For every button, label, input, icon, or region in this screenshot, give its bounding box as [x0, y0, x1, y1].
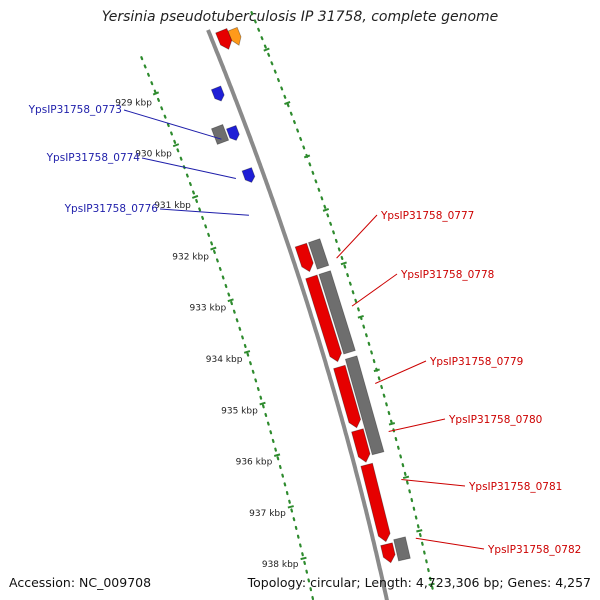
other-feature-outer-arrow: [318, 270, 356, 355]
reverse-gene-arrow: [215, 27, 233, 50]
forward-gene-arrow: [210, 85, 225, 102]
scale-tick-label: 933 kbp: [189, 304, 226, 314]
inner-major-tick: [300, 556, 307, 561]
other-feature-outer-arrow: [393, 536, 411, 562]
inner-major-tick: [210, 246, 217, 251]
forward-gene-label: YpsIP31758_0773: [28, 104, 122, 116]
reverse-gene-label: YpsIP31758_0782: [487, 544, 581, 556]
forward-gene-leader-line: [141, 157, 237, 180]
outer-major-tick: [340, 261, 347, 266]
inner-dotted-track: [140, 56, 315, 600]
scale-tick-label: 929 kbp: [115, 98, 152, 108]
inner-major-tick: [287, 505, 294, 509]
reverse-gene-label: YpsIP31758_0778: [400, 269, 494, 281]
outer-dotted-track: [250, 11, 435, 597]
genome-backbone: [206, 29, 389, 600]
genome-title: Yersinia pseudotuberculosis IP 31758, co…: [101, 9, 499, 25]
reverse-gene-leader-line: [401, 479, 466, 487]
reverse-gene-arrow: [351, 428, 371, 463]
reverse-gene-arrow: [380, 542, 396, 564]
other-feature-outer-arrow: [344, 355, 385, 456]
scale-tick-label: 930 kbp: [135, 150, 172, 160]
forward-gene-leader-line: [159, 208, 249, 216]
forward-gene-arrow: [225, 124, 240, 141]
outer-major-tick: [416, 529, 423, 533]
scale-tick-label: 932 kbp: [172, 252, 209, 262]
scale-tick-label: 931 kbp: [154, 201, 191, 211]
scale-tick-label: 937 kbp: [249, 509, 286, 519]
outer-major-tick: [263, 47, 270, 52]
accession-text: Accession: NC_009708: [9, 575, 152, 590]
reverse-gene-arrow: [360, 462, 391, 543]
outer-major-tick: [402, 475, 410, 480]
reverse-gene-label: YpsIP31758_0780: [448, 414, 542, 426]
highlight-feature-arrow: [227, 26, 242, 46]
forward-gene-label: YpsIP31758_0774: [46, 152, 141, 164]
reverse-gene-leader-line: [351, 273, 398, 307]
inner-major-tick: [273, 453, 281, 457]
forward-gene-arrow: [241, 167, 256, 183]
outer-major-tick: [373, 368, 380, 373]
reverse-gene-arrow: [305, 274, 342, 363]
topology-text: Topology: circular; Length: 4,723,306 bp…: [247, 575, 591, 590]
other-feature-inner-arrow: [210, 123, 230, 145]
reverse-gene-arrow: [294, 242, 314, 273]
reverse-gene-leader-line: [336, 214, 378, 259]
other-feature-outer-arrow: [307, 238, 330, 270]
forward-gene-leader-line: [123, 109, 222, 140]
outer-major-tick: [388, 422, 396, 426]
inner-major-tick: [243, 350, 251, 354]
inner-major-tick: [191, 194, 199, 199]
outer-major-tick: [357, 314, 364, 319]
inner-major-tick: [152, 91, 160, 96]
scale-tick-label: 936 kbp: [236, 458, 273, 468]
inner-major-tick: [227, 298, 234, 303]
outer-major-tick: [284, 101, 291, 106]
scale-tick-label: 938 kbp: [262, 560, 299, 570]
reverse-gene-leader-line: [415, 537, 485, 550]
inner-major-tick: [259, 401, 266, 406]
reverse-gene-label: YpsIP31758_0779: [429, 356, 523, 368]
outer-major-tick: [322, 207, 330, 212]
reverse-gene-leader-line: [388, 418, 446, 432]
scale-tick-label: 934 kbp: [206, 355, 243, 365]
reverse-gene-arrow: [333, 364, 362, 429]
reverse-gene-leader-line: [375, 360, 427, 384]
outer-major-tick: [428, 582, 435, 586]
forward-gene-label: YpsIP31758_0776: [64, 203, 159, 215]
inner-major-tick: [172, 143, 180, 148]
scale-tick-label: 935 kbp: [221, 406, 258, 416]
reverse-gene-label: YpsIP31758_0781: [468, 481, 562, 493]
reverse-gene-label: YpsIP31758_0777: [380, 210, 474, 222]
outer-major-tick: [303, 154, 311, 159]
